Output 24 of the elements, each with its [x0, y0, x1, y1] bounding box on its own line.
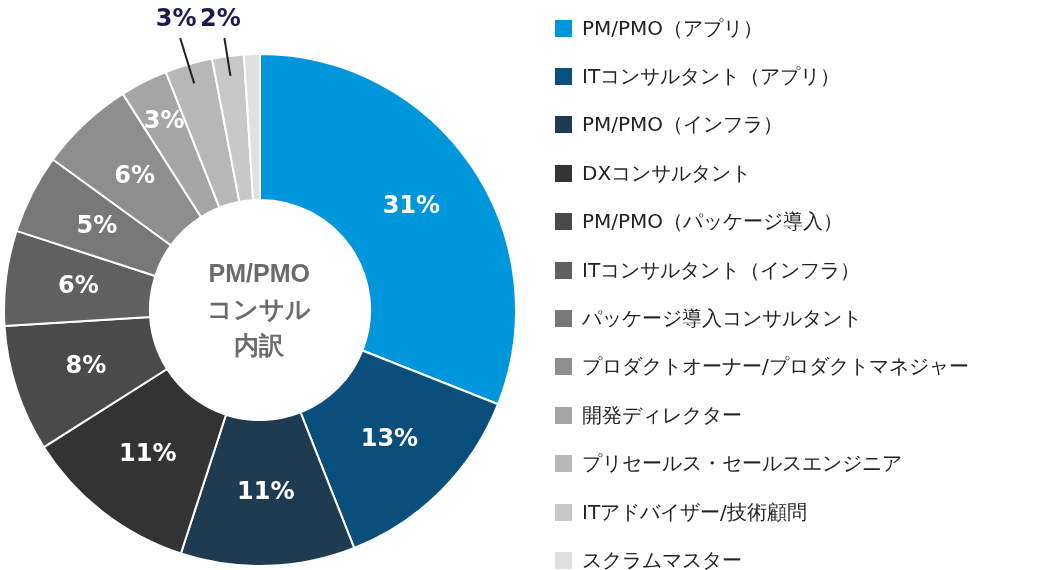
data-label: 6% — [114, 160, 156, 189]
data-label: 11% — [119, 438, 177, 467]
legend-label: パッケージ導入コンサルタント — [582, 305, 862, 333]
legend-label: スクラムマスター — [582, 547, 742, 570]
legend-label: DXコンサルタント — [582, 159, 752, 187]
legend-label: ITコンサルタント（インフラ） — [582, 256, 861, 284]
legend-label: PM/PMO（パッケージ導入） — [582, 208, 844, 236]
legend-label: ITコンサルタント（アプリ） — [582, 63, 841, 91]
data-label: 6% — [58, 271, 99, 300]
legend-label: プリセールス・セールスエンジニア — [582, 450, 902, 478]
data-label: 8% — [65, 350, 107, 379]
data-label: 5% — [76, 211, 118, 240]
legend-label: プロダクトオーナー/プロダクトマネジャー — [582, 353, 969, 381]
data-label: 31% — [382, 191, 441, 220]
legend-label: PM/PMO（アプリ） — [582, 14, 764, 42]
data-label: 2% — [200, 4, 241, 33]
data-label: 3% — [143, 106, 185, 135]
data-label: 13% — [360, 423, 419, 452]
legend-label: PM/PMO（インフラ） — [582, 111, 784, 139]
legend-label: ITアドバイザー/技術顧問 — [582, 498, 807, 526]
data-label: 3% — [155, 4, 197, 33]
legend-label: 開発ディレクター — [582, 401, 742, 429]
data-label: 11% — [237, 477, 295, 506]
text: PM/PMOコンサル内訳 — [206, 258, 313, 361]
